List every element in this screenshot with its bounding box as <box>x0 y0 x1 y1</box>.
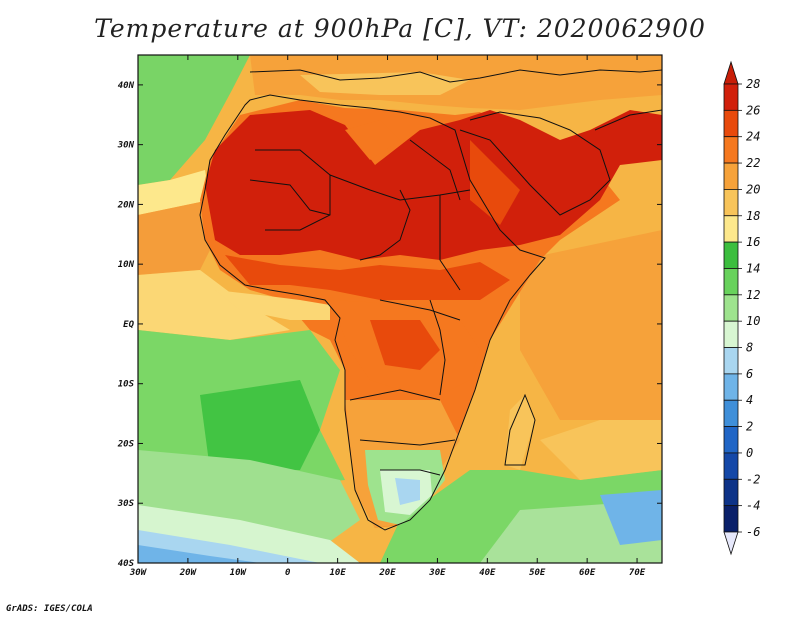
x-tick-label: 50E <box>529 568 546 578</box>
colorbar-swatch <box>723 162 739 190</box>
colorbar-swatch <box>723 109 739 138</box>
colorbar-label: 28 <box>746 77 760 91</box>
colorbar-swatch <box>723 83 739 111</box>
coastlines <box>199 69 662 531</box>
colorbar-bottom-arrow <box>723 531 739 556</box>
colorbar-label: 22 <box>746 156 760 170</box>
colorbar-label: 18 <box>746 209 760 223</box>
colorbar-swatch <box>723 268 739 296</box>
x-tick-label: 30E <box>428 568 446 578</box>
grads-credit: GrADS: IGES/COLA <box>6 604 93 614</box>
x-tick-label: 0 <box>285 568 291 578</box>
colorbar-label: 14 <box>746 261 760 275</box>
x-tick-label: 60E <box>579 568 596 578</box>
temperature-field <box>138 55 662 563</box>
y-tick-label: 10S <box>118 380 135 390</box>
x-tick-label: 70E <box>629 568 646 578</box>
x-tick-label: 20W <box>179 568 198 578</box>
x-tick-label: 40E <box>479 568 496 578</box>
colorbar-swatch <box>723 189 739 217</box>
colorbar-swatch <box>723 136 739 164</box>
colorbar-label: 12 <box>746 288 760 302</box>
map-title: Temperature at 900hPa [C], VT: 202006290… <box>94 14 706 43</box>
x-tick-label: 30W <box>129 568 148 578</box>
colorbar-swatch <box>723 320 739 348</box>
colorbar-swatch <box>723 399 739 427</box>
y-tick-label: 10N <box>118 260 135 270</box>
colorbar-label: 6 <box>746 367 753 381</box>
colorbar-swatch <box>723 478 739 507</box>
y-tick-label: 30N <box>117 141 135 151</box>
y-tick-label: 40N <box>118 81 135 91</box>
colorbar-swatch <box>723 373 739 401</box>
axis-ticks: 30W 20W 10W 0 10E 20E 30E 40E 50E 60E 70E 40S 30S 20S… <box>117 55 662 578</box>
y-tick-label: 20S <box>117 439 135 449</box>
colorbar-top-arrow <box>723 60 739 85</box>
y-tick-label: EQ <box>123 320 134 330</box>
colorbar-label: 26 <box>746 103 760 117</box>
y-tick-label: 30S <box>117 499 135 509</box>
colorbar-label: 4 <box>746 393 753 407</box>
colorbar-label: 24 <box>746 130 760 144</box>
y-tick-label: 40S <box>118 559 135 569</box>
colorbar-swatch <box>723 347 739 375</box>
colorbar-swatch <box>723 294 739 322</box>
plot-frame <box>137 54 663 564</box>
colorbar-swatch <box>723 215 739 243</box>
colorbar-swatch <box>723 241 739 269</box>
colorbar-swatch <box>723 452 739 480</box>
x-tick-label: 10W <box>230 568 248 578</box>
colorbar-label: 2 <box>746 420 753 434</box>
x-tick-label: 20E <box>378 568 396 578</box>
colorbar-label: 8 <box>746 341 753 355</box>
colorbar-label: 16 <box>746 235 760 249</box>
colorbar-label: 0 <box>746 446 753 460</box>
colorbar-label: -6 <box>746 525 760 539</box>
colorbar-label: 20 <box>746 182 760 196</box>
colorbar-swatch <box>723 505 739 533</box>
colorbar-swatch <box>723 426 739 454</box>
y-tick-label: 20N <box>117 200 135 210</box>
colorbar-label: 10 <box>746 314 760 328</box>
x-tick-label: 10E <box>329 568 346 578</box>
colorbar-label: -2 <box>746 472 760 486</box>
colorbar-label: -4 <box>746 499 760 513</box>
